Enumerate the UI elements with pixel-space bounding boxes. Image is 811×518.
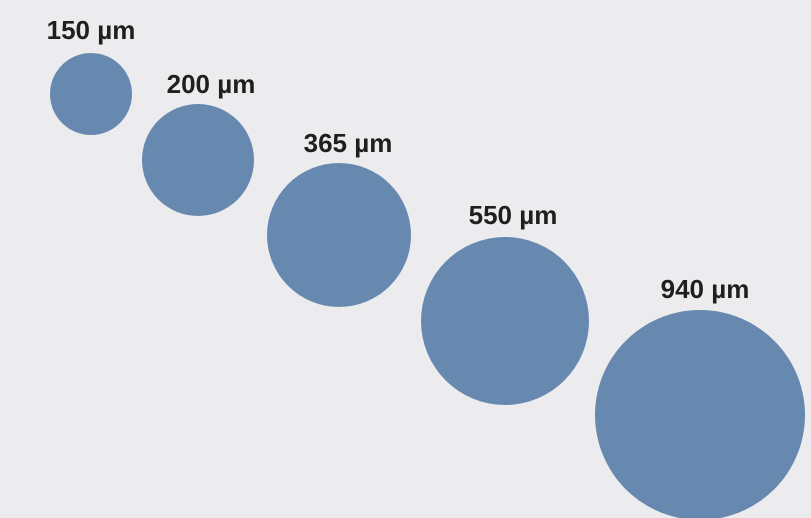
size-150-label: 150 µm xyxy=(47,15,136,45)
size-200-circle xyxy=(142,104,254,216)
size-550-label: 550 µm xyxy=(469,200,558,230)
size-150-group: 150 µm xyxy=(47,15,136,135)
size-550-group: 550 µm xyxy=(421,200,589,405)
size-200-group: 200 µm xyxy=(142,69,255,216)
size-365-group: 365 µm xyxy=(267,128,411,307)
size-200-label: 200 µm xyxy=(167,69,256,99)
size-150-circle xyxy=(50,53,132,135)
size-940-label: 940 µm xyxy=(661,274,750,304)
size-940-group: 940 µm xyxy=(595,274,805,518)
size-365-circle xyxy=(267,163,411,307)
size-940-circle xyxy=(595,310,805,518)
size-365-label: 365 µm xyxy=(304,128,393,158)
size-550-circle xyxy=(421,237,589,405)
